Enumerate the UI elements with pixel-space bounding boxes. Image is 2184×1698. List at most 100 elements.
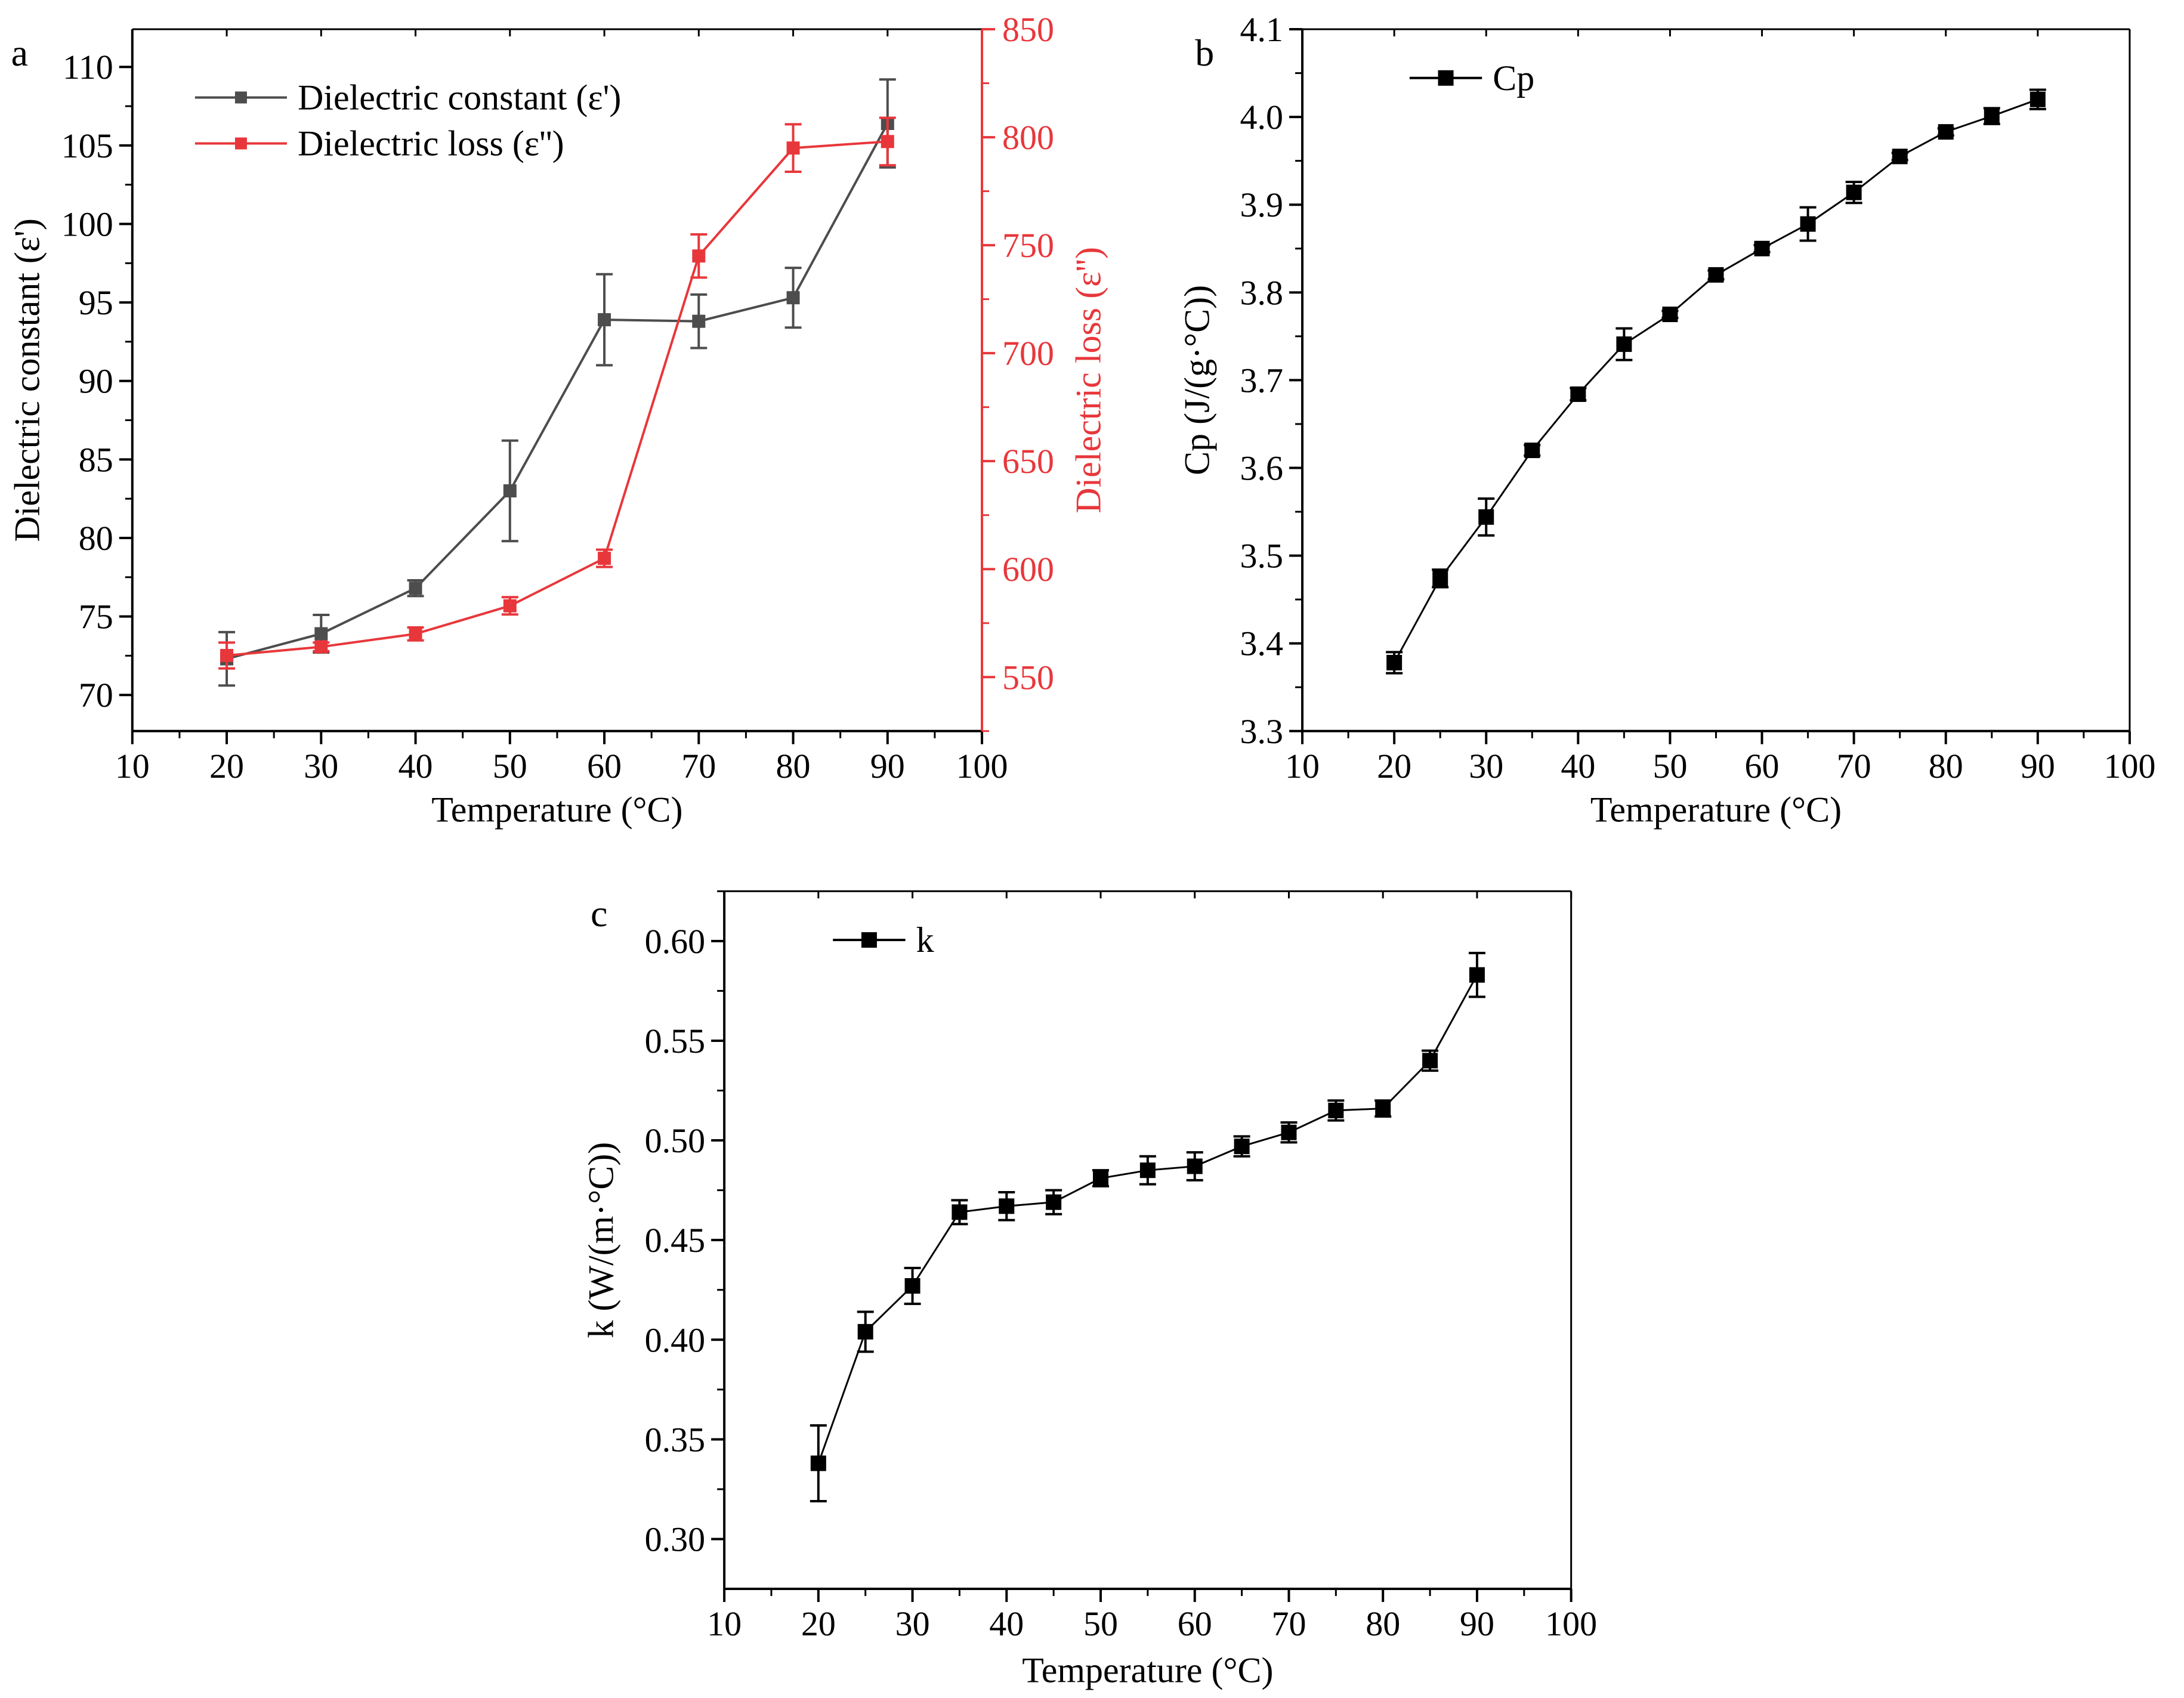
y2-tick-label: 850 [1002,10,1054,49]
y-tick-label: 3.4 [1240,624,1284,663]
data-point [1616,336,1632,352]
legend-marker [234,91,247,104]
y-tick-label: 0.60 [645,922,706,961]
panel-a: a 10 20 30 40 50 60 70 80 90 100 70 75 80 85 90 95 100 105… [7,10,1108,830]
y2-tick-label: 750 [1002,226,1054,265]
x-tick-label: 30 [304,747,338,785]
data-point [952,1204,968,1220]
legend-label: Dielectric constant (ε') [298,78,621,117]
y2-tick-label: 550 [1002,658,1054,697]
data-point [1662,307,1678,323]
x-tick-label: 90 [870,747,905,785]
data-point [503,484,517,498]
y-tick-label: 4.0 [1240,98,1284,137]
panel-label: b [1195,32,1214,74]
x-tick-label: 100 [1545,1604,1597,1643]
series-cp [1386,88,2046,675]
data-point [881,135,894,149]
y-axis-title: Dielectric constant (ε') [7,218,47,542]
data-point [1938,124,1954,140]
panel-label: c [591,892,607,935]
legend-entry: Cp [1409,58,1534,98]
x-tick-label: 70 [1271,1604,1306,1643]
y-tick-label: 3.6 [1240,449,1284,488]
series-line [1393,98,2038,663]
x-tick-label: 80 [1366,1604,1400,1643]
y2-tick-label: 800 [1002,118,1054,157]
y-tick-label: 110 [63,48,113,86]
data-point [1139,1162,1156,1179]
panel-b: b 10 20 30 40 50 60 70 80 90 100 3.3 3.4 3.5 3.6 3.7 3.8… [1178,10,2156,830]
y-tick-label: 4.1 [1240,10,1284,49]
data-point [1478,509,1494,525]
data-point [786,291,800,305]
x-tick-label: 60 [587,747,622,785]
data-point [1093,1170,1109,1186]
panel-label: a [11,32,28,74]
data-point [314,627,328,641]
x-tick-label: 10 [115,747,150,785]
x-tick-label: 50 [1083,1604,1118,1643]
x-tick-label: 20 [801,1604,836,1643]
data-point [1570,386,1586,402]
legend-label: Cp [1493,58,1534,98]
x-tick-label: 60 [1178,1604,1212,1643]
x-tick-label: 70 [1837,747,1871,785]
data-point [1892,149,1908,165]
legend-marker [1438,70,1454,86]
x-tick-label: 40 [989,1604,1024,1643]
x-tick-label: 20 [209,747,244,785]
series-line [226,123,889,660]
series-dielectric-constant [218,78,896,687]
x-tick-label: 40 [1561,747,1595,785]
y-tick-label: 0.40 [645,1320,706,1359]
legend-marker [861,932,877,948]
y-tick-label: 0.35 [645,1420,706,1459]
x-tick-label: 30 [895,1604,930,1643]
data-point [1432,570,1448,586]
legend-entry: Dielectric constant (ε') [194,78,621,117]
y2-tick-label: 600 [1002,550,1054,589]
y-axis-title: Cp (J/(g·°C)) [1178,285,1217,475]
legend-entry: Dielectric loss (ε'') [194,123,564,163]
data-point [1984,108,2000,124]
panel-c: c 10 20 30 40 50 60 70 80 90 100 0.30 0.35 0.40 0.45 0.… [581,890,1597,1690]
y-tick-label: 105 [61,126,113,165]
data-point [1386,655,1403,671]
y2-axis-title: Dielectric loss (ε'') [1069,247,1108,514]
x-tick-label: 90 [1460,1604,1494,1643]
x-tick-label: 80 [776,747,811,785]
y-tick-label: 0.50 [645,1121,706,1160]
data-point [598,313,611,327]
x-tick-label: 50 [493,747,527,785]
x-axis-title: Temperature (°C) [1590,790,1842,830]
data-point [314,640,328,654]
data-point [1187,1158,1203,1174]
x-tick-label: 60 [1745,747,1780,785]
x-tick-label: 50 [1652,747,1687,785]
data-point [786,141,800,155]
data-point [2029,91,2046,107]
y-tick-label: 70 [79,676,113,715]
y-tick-label: 3.9 [1240,185,1284,224]
x-tick-label: 80 [1929,747,1963,785]
series-k [810,951,1485,1502]
y-tick-label: 3.5 [1240,537,1284,576]
data-point [1524,443,1540,459]
legend-label: Dielectric loss (ε'') [298,123,564,163]
data-point [1328,1102,1344,1118]
y-tick-label: 0.45 [645,1221,706,1260]
data-point [503,599,517,613]
y-tick-label: 95 [79,283,113,322]
data-point [1422,1053,1438,1069]
y-tick-label: 3.8 [1240,273,1284,312]
series-line [817,974,1478,1464]
y-axis-title: k (W/(m·°C)) [581,1142,620,1338]
y2-tick-label: 700 [1002,334,1054,373]
data-point [1754,240,1770,256]
x-tick-label: 100 [2103,747,2155,785]
y-tick-label: 85 [79,440,113,479]
data-point [1375,1100,1391,1116]
data-point [598,552,611,565]
